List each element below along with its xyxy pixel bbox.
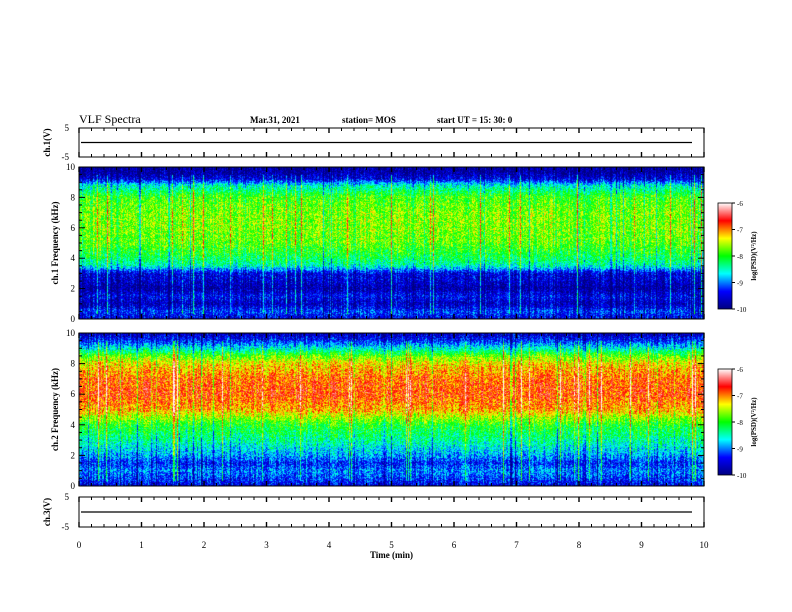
spectrogram-1-image [79,167,704,319]
waveform-1-ylabel: ch.1(V) [42,128,52,156]
cb2-tick-label: -8 [737,419,743,427]
colorbar-2 [717,368,733,476]
spectrogram-panel-2: 0 2 4 6 8 10 ch.2 Frequency (kHz) -6 -7 -8 -9 -10… [50,328,758,491]
s1-ytick-label: 4 [71,253,76,263]
spectrogram-2-image [79,333,704,486]
x-tick-label: 5 [389,540,394,550]
waveform-panel-3: 5 -5 ch.3(V) [42,492,705,532]
colorbar-1-title: log(PSD)(V²/Hz) [750,231,758,281]
spectrogram-2-ylabel: ch.2 Frequency (kHz) [50,368,60,451]
cb1-tick-label: -7 [737,227,743,235]
spectrogram-1-ylabel: ch.1 Frequency (kHz) [50,201,60,284]
cb2-tick-label: -9 [737,446,743,454]
w3-ytick-label: 5 [65,492,70,502]
waveform-1-ytick-labels: 5 -5 [62,123,70,162]
cb1-tick-label: -8 [737,253,743,261]
waveform-1-ticks [78,127,705,158]
s1-ytick-label: 10 [66,162,76,172]
figure-title: VLF Spectra [79,112,141,126]
s2-ytick-label: 0 [71,481,76,491]
cb2-tick-label: -7 [737,393,743,401]
cb2-tick-label: -10 [737,472,747,480]
colorbar-1-tick-labels: -6 -7 -8 -9 -10 [732,200,747,314]
x-tick-label: 1 [139,540,144,550]
spectrogram-1-ytick-labels: 0 2 4 6 8 10 [66,162,76,324]
w1-ytick-label: 5 [65,123,70,133]
start-ut-label: start UT = 15: 30: 0 [437,115,513,125]
x-tick-label: 10 [700,540,710,550]
colorbar-1 [717,202,733,310]
s2-ytick-label: 4 [71,420,76,430]
date-label: Mar.31, 2021 [250,115,300,125]
cb1-tick-label: -9 [737,280,743,288]
x-tick-label: 9 [639,540,644,550]
x-tick-label: 2 [202,540,207,550]
colorbar-2-tick-labels: -6 -7 -8 -9 -10 [732,366,747,480]
w3-ytick-label: -5 [62,522,70,532]
s2-ytick-label: 10 [66,328,76,338]
cb1-tick-label: -6 [737,200,743,208]
spectrogram-2-ytick-labels: 0 2 4 6 8 10 [66,328,76,491]
waveform-3-ytick-labels: 5 -5 [62,492,70,532]
s1-ytick-label: 2 [71,284,76,294]
s1-ytick-label: 8 [71,192,76,202]
cb2-tick-label: -6 [737,366,743,374]
waveform-3-ticks [78,496,705,528]
x-tick-label: 0 [77,540,82,550]
w1-ytick-label: -5 [62,152,70,162]
spectrogram-1-ticks [78,166,705,320]
x-tick-label: 8 [577,540,582,550]
s2-ytick-label: 6 [71,389,76,399]
x-tick-label: 7 [514,540,519,550]
cb1-tick-label: -10 [737,306,747,314]
x-tick-label: 3 [264,540,269,550]
s1-ytick-label: 6 [71,223,76,233]
colorbar-2-title: log(PSD)(V²/Hz) [750,397,758,447]
x-axis-label: Time (min) [370,550,413,560]
x-tick-label: 6 [452,540,457,550]
waveform-panel-1: 5 -5 ch.1(V) [42,123,705,162]
waveform-3-ylabel: ch.3(V) [42,498,52,526]
s2-ytick-label: 2 [71,450,76,460]
x-tick-labels: 0 1 2 3 4 5 6 7 8 9 10 [77,540,709,550]
spectrogram-2-ticks [78,332,705,487]
x-tick-label: 4 [327,540,332,550]
s1-ytick-label: 0 [71,314,76,324]
station-label: station= MOS [342,115,396,125]
spectrogram-panel-1: 0 2 4 6 8 10 ch.1 Frequency (kHz) -6 -7 -8 -9 -10… [50,162,758,324]
s2-ytick-label: 8 [71,359,76,369]
